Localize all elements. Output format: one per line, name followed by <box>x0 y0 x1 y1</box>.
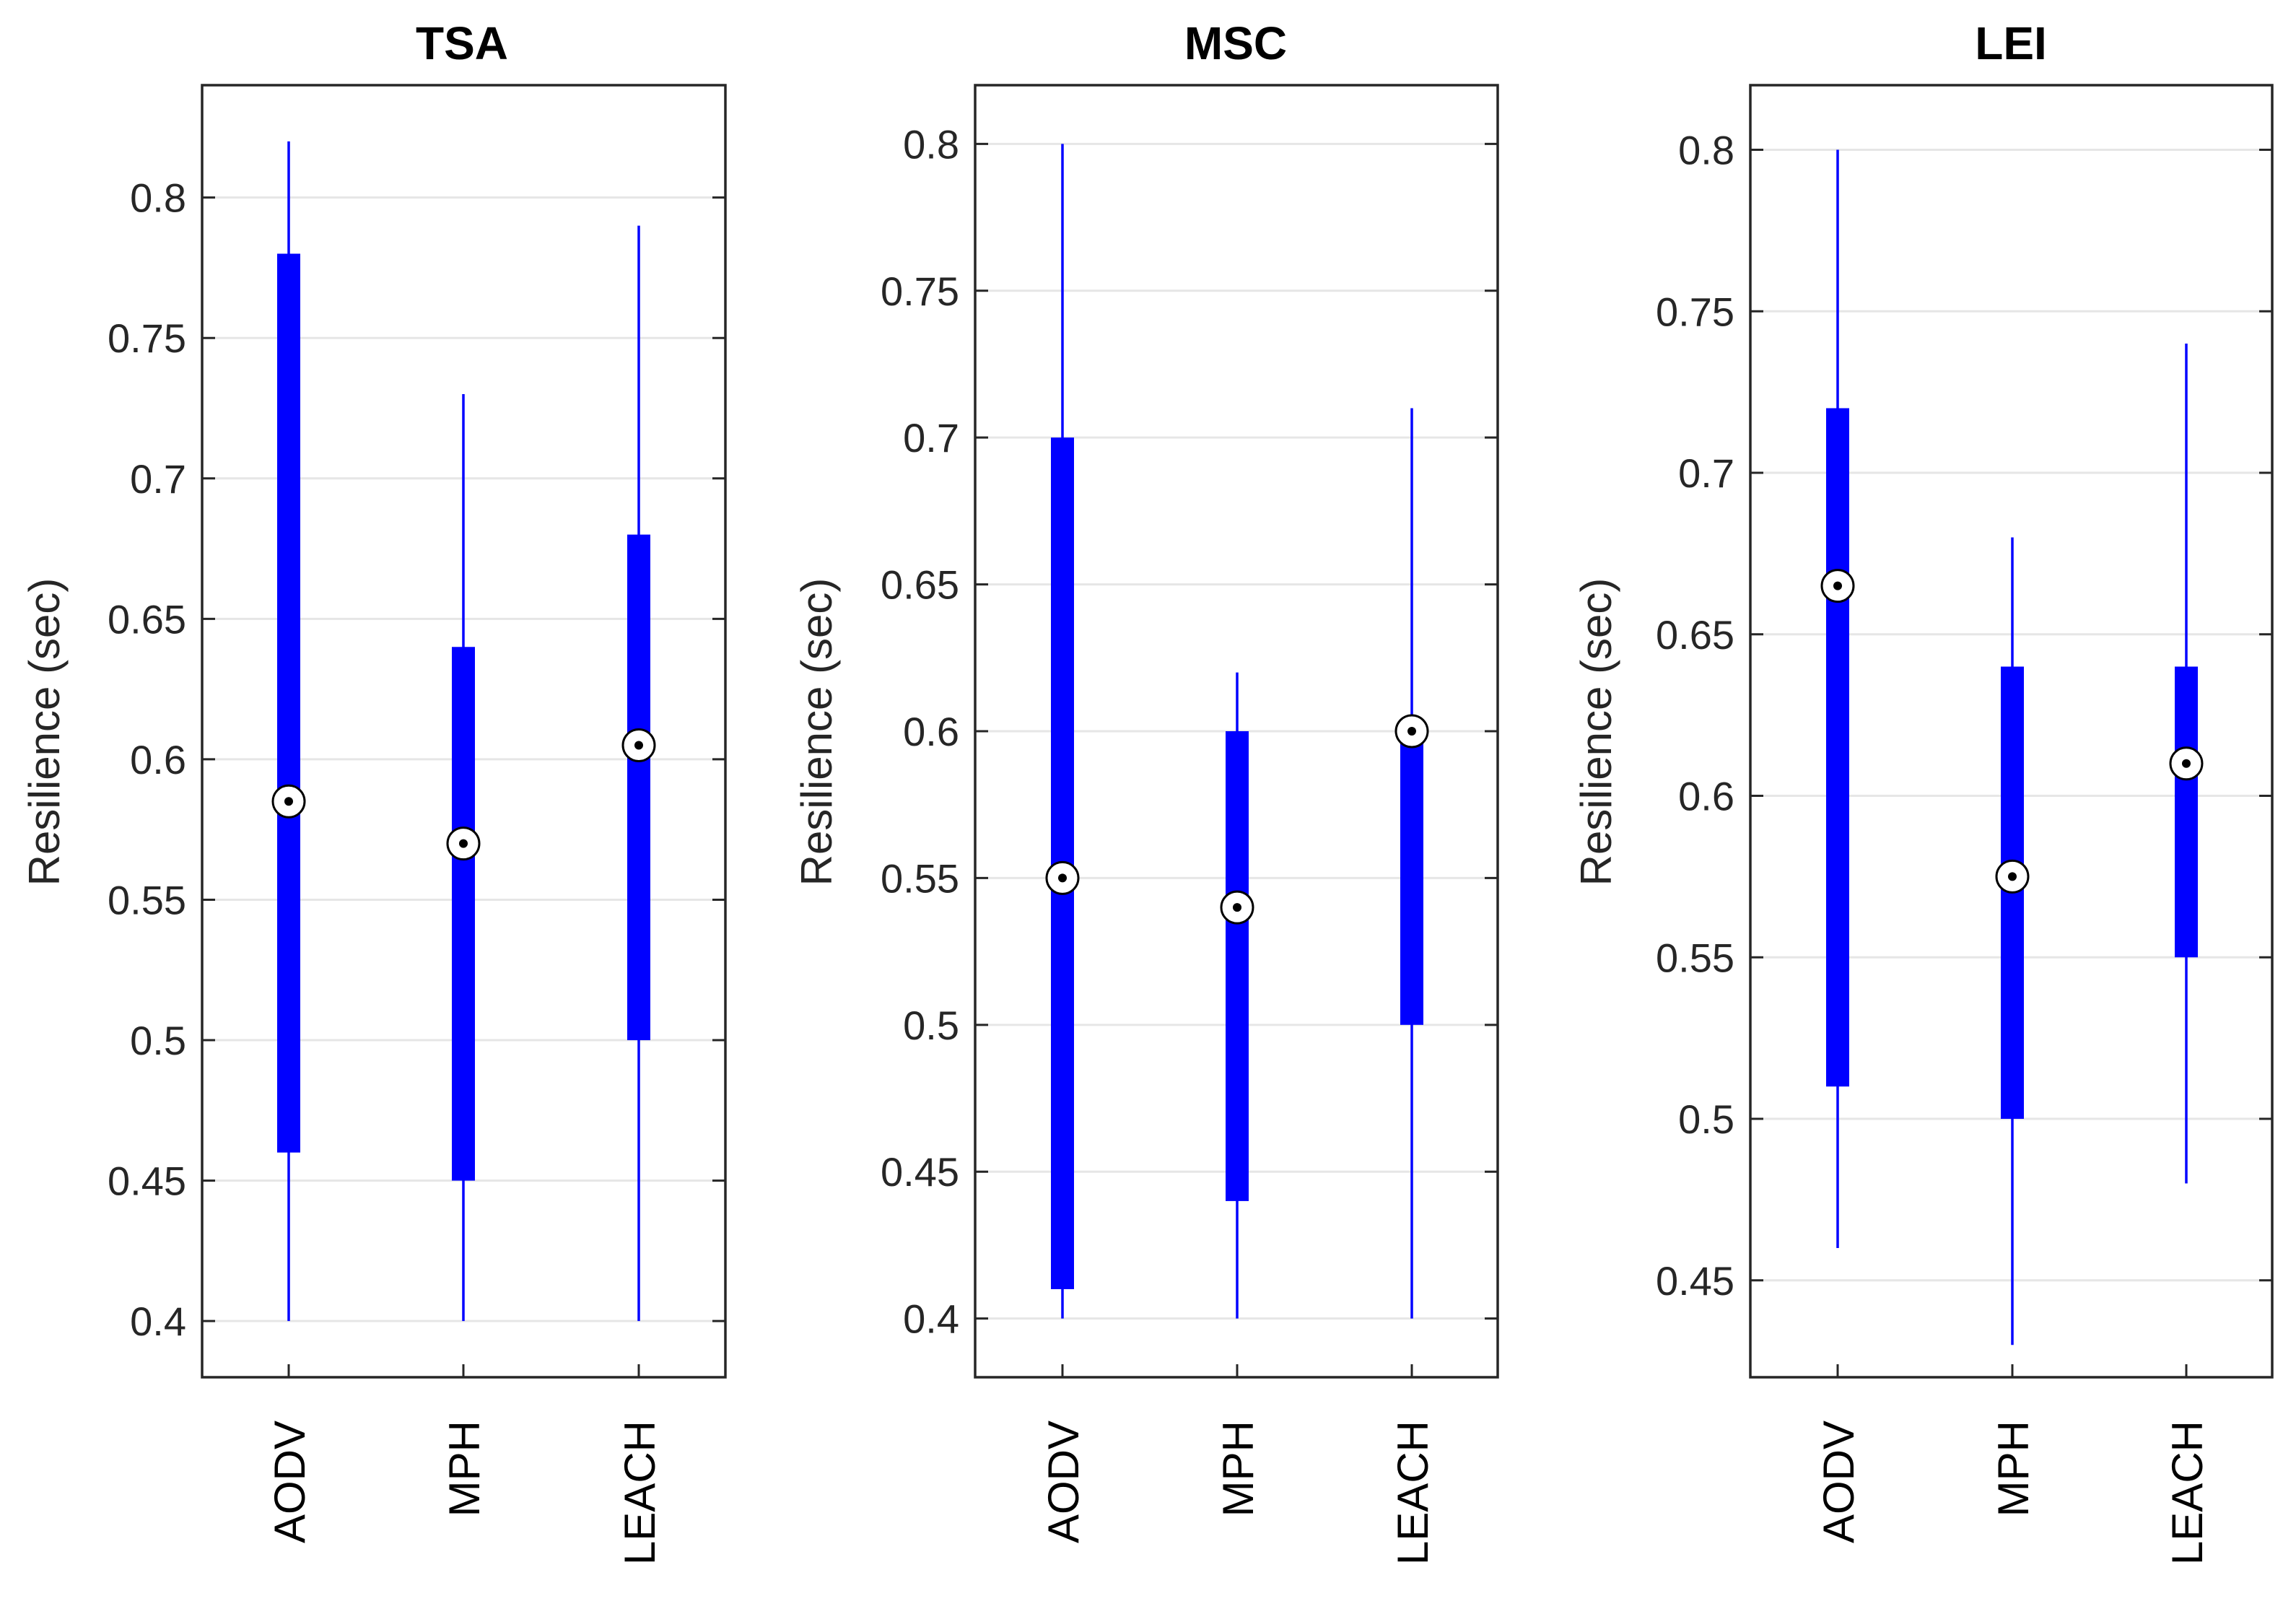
subplot-msc: MSC Resilience (sec) 0.4 0.45 0.5 0.55 0.6 0.… <box>793 17 1499 1565</box>
box <box>1226 731 1249 1201</box>
y-tick-label: 0.6 <box>903 709 959 754</box>
box <box>1826 408 1849 1087</box>
y-tick-label: 0.5 <box>1678 1096 1734 1142</box>
y-axis-label: Resilience (sec) <box>793 578 841 886</box>
y-tick-label: 0.45 <box>108 1159 186 1204</box>
y-tick-label: 0.45 <box>881 1149 959 1195</box>
y-axis-label: Resilience (sec) <box>1572 578 1620 886</box>
subplot-title: MSC <box>1184 17 1287 69</box>
y-tick-label: 0.7 <box>903 415 959 461</box>
y-tick-label: 0.5 <box>130 1018 186 1063</box>
median-dot <box>1058 873 1067 883</box>
y-tick-label: 0.6 <box>130 737 186 782</box>
subplot-lei: LEI Resilience (sec) 0.45 0.5 0.55 0.6 0.65 0… <box>1572 17 2274 1565</box>
subplot-title: TSA <box>416 17 508 69</box>
y-tick-label: 0.75 <box>1656 289 1734 334</box>
y-tick-label: 0.55 <box>108 877 186 922</box>
median-dot <box>2008 872 2017 881</box>
y-tick-label: 0.6 <box>1678 774 1734 819</box>
median-dot <box>459 839 468 848</box>
y-tick-label: 0.5 <box>903 1003 959 1048</box>
median-dot <box>634 741 643 750</box>
y-tick-label: 0.55 <box>881 855 959 901</box>
box <box>452 647 475 1181</box>
y-tick-label: 0.8 <box>130 175 186 221</box>
y-tick-label: 0.4 <box>903 1296 959 1342</box>
y-tick-label: 0.65 <box>108 596 186 642</box>
y-tick-label: 0.7 <box>130 456 186 502</box>
box <box>2175 666 2198 958</box>
x-tick-label: LEACH <box>2163 1421 2212 1565</box>
y-tick-label: 0.4 <box>130 1299 186 1344</box>
y-tick-label: 0.55 <box>1656 935 1734 980</box>
x-tick-label: MPH <box>440 1421 489 1517</box>
x-tick-label: LEACH <box>616 1421 664 1565</box>
median-dot <box>1233 903 1241 912</box>
box <box>1400 731 1423 1025</box>
median-dot <box>1407 727 1416 736</box>
y-tick-label: 0.8 <box>903 121 959 167</box>
subplot-tsa: TSA Resilience (sec) 0.4 0.45 0.5 0.55 0.6 0.… <box>20 17 727 1565</box>
y-axis-label: Resilience (sec) <box>20 578 69 886</box>
median-dot <box>1833 581 1842 590</box>
x-tick-label: MPH <box>1214 1421 1262 1517</box>
subplot-title: LEI <box>1975 17 2047 69</box>
y-tick-label: 0.65 <box>1656 612 1734 658</box>
x-tick-label: AODV <box>266 1421 314 1543</box>
y-tick-label: 0.45 <box>1656 1258 1734 1304</box>
x-tick-label: AODV <box>1039 1421 1088 1543</box>
y-tick-label: 0.75 <box>881 269 959 314</box>
y-tick-label: 0.75 <box>108 315 186 361</box>
x-tick-label: AODV <box>1815 1421 1863 1543</box>
x-tick-label: MPH <box>1989 1421 2038 1517</box>
y-tick-label: 0.7 <box>1678 450 1734 496</box>
median-dot <box>2182 759 2191 768</box>
x-tick-label: LEACH <box>1389 1421 1437 1565</box>
box <box>277 253 300 1153</box>
y-tick-label: 0.8 <box>1678 128 1734 173</box>
median-dot <box>284 797 293 806</box>
box <box>627 534 650 1041</box>
y-tick-label: 0.65 <box>881 562 959 608</box>
